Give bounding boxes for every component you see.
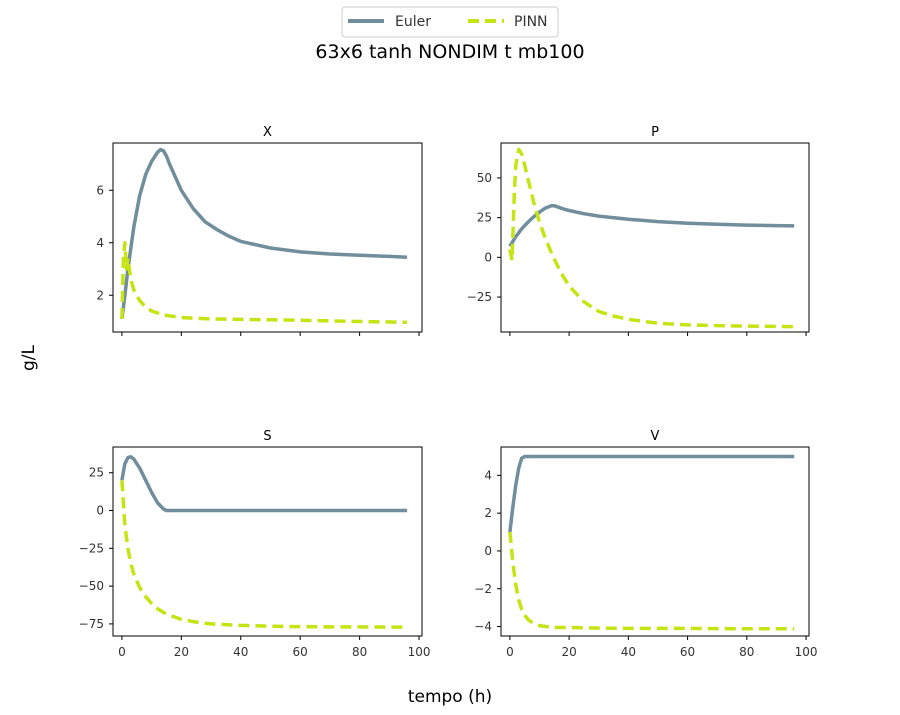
subplot-p-ytick-label: 25 (477, 211, 492, 225)
subplot-p-series-euler-line (508, 203, 795, 248)
subplot-p: P −25 0 25 50 (467, 125, 810, 336)
subplot-x-frame (112, 142, 423, 333)
subplot-p-title: P (651, 125, 659, 140)
subplot-v-ytick-label: −4 (474, 620, 492, 634)
subplot-v-ytick-label: −2 (474, 582, 492, 596)
subplot-v-xtick-label: 20 (561, 645, 576, 659)
subplot-p-series-pinn-line (508, 147, 795, 329)
legend: Euler PINN (341, 6, 559, 38)
subplot-s-xtick-label: 20 (174, 645, 189, 659)
subplot-s-title: S (263, 429, 271, 444)
subplot-p-ytick-label: −25 (467, 290, 492, 304)
subplot-p-ytick-label: 0 (484, 250, 492, 264)
subplot-x-ytick-label: 4 (96, 236, 104, 250)
figure-ylabel: g/L (19, 344, 39, 371)
subplot-x-ytick-label: 2 (96, 288, 104, 302)
subplot-p-ytick-label: 50 (477, 171, 492, 185)
subplot-v-xtick-label: 60 (680, 645, 695, 659)
subplot-x-ytick-label: 6 (96, 183, 104, 197)
legend-euler-label: Euler (395, 14, 431, 30)
subplot-v-series-euler-line (508, 454, 795, 533)
subplot-s-xtick-label: 40 (233, 645, 248, 659)
subplot-v-series-pinn-line (508, 531, 795, 631)
subplot-v-ytick-label: 0 (484, 544, 492, 558)
subplot-v-frame (500, 446, 810, 637)
subplot-x: X 2 4 6 (96, 125, 423, 336)
subplot-v: V 0 20 40 60 80 100 −4 −2 0 2 4 (474, 429, 817, 659)
subplot-s-ytick-label: 25 (89, 466, 104, 480)
subplot-s-ytick-label: 0 (96, 504, 104, 518)
subplot-v-ytick-label: 4 (484, 468, 492, 482)
legend-pinn-label: PINN (514, 14, 548, 30)
subplot-v-title: V (651, 429, 660, 444)
subplot-v-xtick-label: 40 (621, 645, 636, 659)
subplot-x-title: X (263, 125, 272, 140)
subplot-s-xtick-label: 100 (408, 645, 431, 659)
subplot-s-ytick-label: −50 (79, 579, 104, 593)
subplot-s-ytick-label: −25 (79, 541, 104, 555)
subplot-s-xtick-label: 80 (352, 645, 367, 659)
legend-frame (341, 6, 559, 38)
subplot-v-ytick-label: 2 (484, 506, 492, 520)
subplot-s-xtick-label: 0 (118, 645, 126, 659)
subplot-s-frame (112, 446, 423, 637)
subplot-s: S 0 20 40 60 80 100 −75 −50 −25 0 25 (79, 429, 431, 659)
subplot-v-xtick-label: 100 (795, 645, 818, 659)
subplot-x-series-euler-line (120, 147, 408, 320)
subplot-v-xtick-label: 0 (506, 645, 514, 659)
subplot-x-series-pinn-line (120, 241, 408, 325)
figure-xlabel: tempo (h) (408, 687, 492, 707)
figure-title: 63x6 tanh NONDIM t mb100 (315, 41, 584, 63)
subplot-s-series-euler-line (120, 455, 408, 513)
subplot-s-xtick-label: 60 (293, 645, 308, 659)
subplot-p-frame (500, 142, 810, 333)
subplot-s-series-pinn-line (120, 480, 408, 629)
subplot-s-ytick-label: −75 (79, 617, 104, 631)
subplot-v-xtick-label: 80 (739, 645, 754, 659)
